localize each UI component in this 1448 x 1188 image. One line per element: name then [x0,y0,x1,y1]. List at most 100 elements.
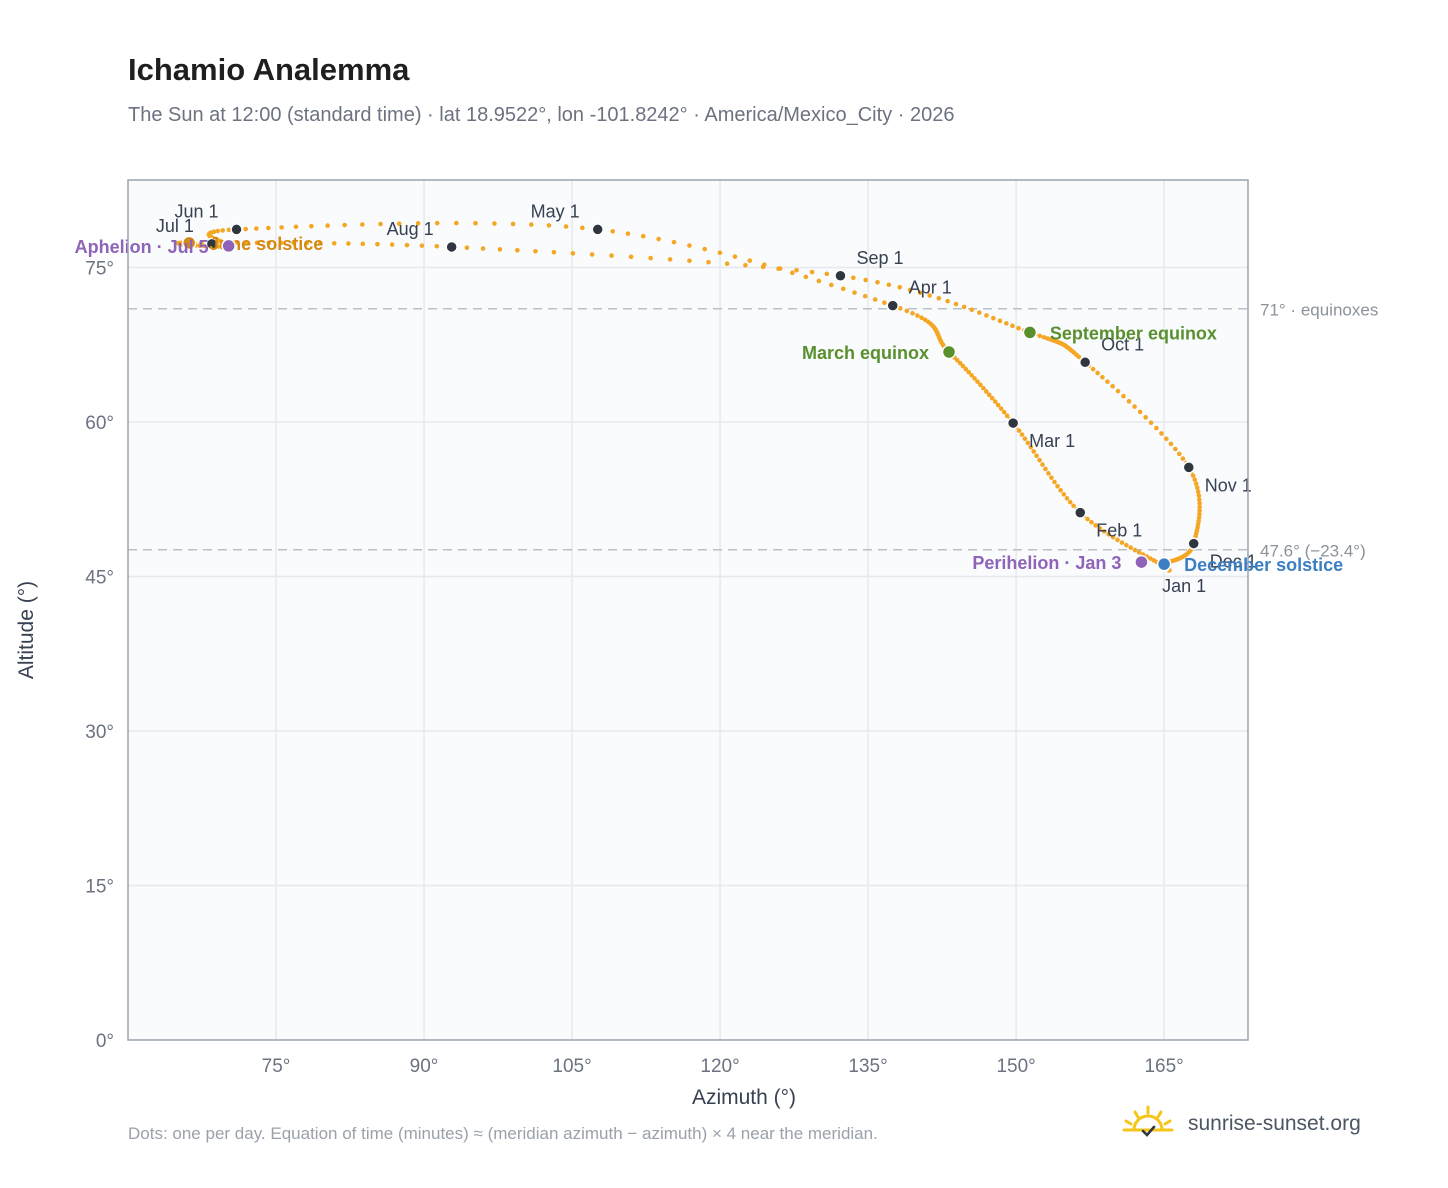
month-marker [230,223,243,236]
month-label: Jul 1 [156,216,194,236]
event-marker [1134,554,1149,570]
day-dot [1164,436,1169,442]
day-dot [254,226,259,231]
day-dot [1071,503,1076,509]
plot-frame [127,179,1249,1041]
x-tick-label: 135° [848,1056,887,1077]
day-dot [882,300,887,306]
day-dot [1061,492,1067,497]
day-dot [1090,366,1096,372]
day-dot [415,221,421,226]
day-dot [389,242,395,247]
event-marker [941,344,957,360]
day-dot [978,382,983,388]
day-dot [473,220,478,226]
reference-line-label: 47.6° (−23.4°) [1260,542,1366,561]
day-dot [217,244,222,249]
day-dot [732,254,738,259]
day-dot [1034,453,1039,459]
x-tick-label: 120° [700,1056,739,1077]
day-dot [1137,409,1143,415]
day-dot [1095,370,1100,376]
x-tick-label: 165° [1144,1056,1183,1077]
day-dot [886,282,892,288]
day-dot [966,369,972,375]
day-dot [1176,451,1182,457]
day-dot [747,258,753,263]
day-dot [640,233,646,239]
day-dot [480,246,486,251]
month-label: Sep 1 [856,248,903,268]
brand-logo[interactable]: sunrise-sunset.org [1120,1102,1361,1146]
day-dot [533,248,538,254]
day-dot [226,227,232,233]
month-label: Dec 1 [1210,552,1257,572]
event-markers: March equinox September equinox December s… [75,234,1344,575]
day-dot [1136,550,1142,555]
month-marker [591,223,604,236]
day-dot [254,240,260,246]
month-marker [205,237,219,251]
day-dot [331,241,337,246]
day-dot [671,239,677,245]
day-dot [293,224,299,230]
day-dot [1016,325,1021,331]
x-tick-label: 150° [996,1056,1035,1077]
day-dot [986,392,992,398]
day-dot [360,241,366,247]
event-label: Perihelion · Jan 3 [972,553,1121,573]
day-dot [1197,512,1202,517]
y-axis-label: Altitude (°) [15,581,38,679]
day-dot [981,385,986,391]
brand-name: sunrise-sunset.org [1188,1112,1361,1135]
day-dot [953,301,959,307]
day-dot [760,264,766,270]
day-dot [927,293,932,298]
day-dot [919,315,924,321]
day-dot [528,222,534,227]
grid [128,180,1248,1041]
day-dot [1143,415,1148,420]
day-dot [1093,523,1098,528]
day-dot [1105,379,1110,384]
day-dot [1004,321,1009,326]
day-dot [1106,531,1111,537]
day-dot [969,372,974,378]
day-dot [515,248,520,253]
day-dot [1004,413,1010,419]
x-axis-label: Azimuth (°) [692,1086,796,1109]
day-dot [492,221,497,226]
day-dot [1067,499,1073,505]
day-dot [1159,431,1164,436]
month-label: Oct 1 [1101,334,1144,354]
month-label: Jan 1 [1162,576,1206,596]
day-dot [976,310,982,315]
day-dot [563,224,569,229]
event-label: June solstice [209,234,323,254]
day-dot [1148,556,1153,561]
day-dot [1019,432,1025,437]
day-dot [1197,501,1202,506]
day-dot [724,261,730,266]
day-dot [975,379,980,384]
day-dot [454,220,459,226]
day-dot [419,243,425,248]
day-dot [434,243,440,249]
event-marker [221,238,236,254]
event-marker [1022,325,1038,340]
day-dot [278,240,284,246]
reference-lines: 71° · equinoxes 47.6° (−23.4°) [128,301,1378,561]
day-dot [1132,404,1137,409]
day-dot [360,222,365,227]
day-dot [1101,529,1107,534]
month-label: May 1 [531,201,580,221]
day-dot [777,266,783,271]
month-label: Jun 1 [174,201,218,221]
day-dot [998,406,1004,411]
day-dot [907,287,913,293]
day-dot [969,307,975,313]
footnote: Dots: one per day. Equation of time (min… [128,1124,878,1143]
month-marker [1187,537,1200,550]
day-dot [910,310,915,316]
